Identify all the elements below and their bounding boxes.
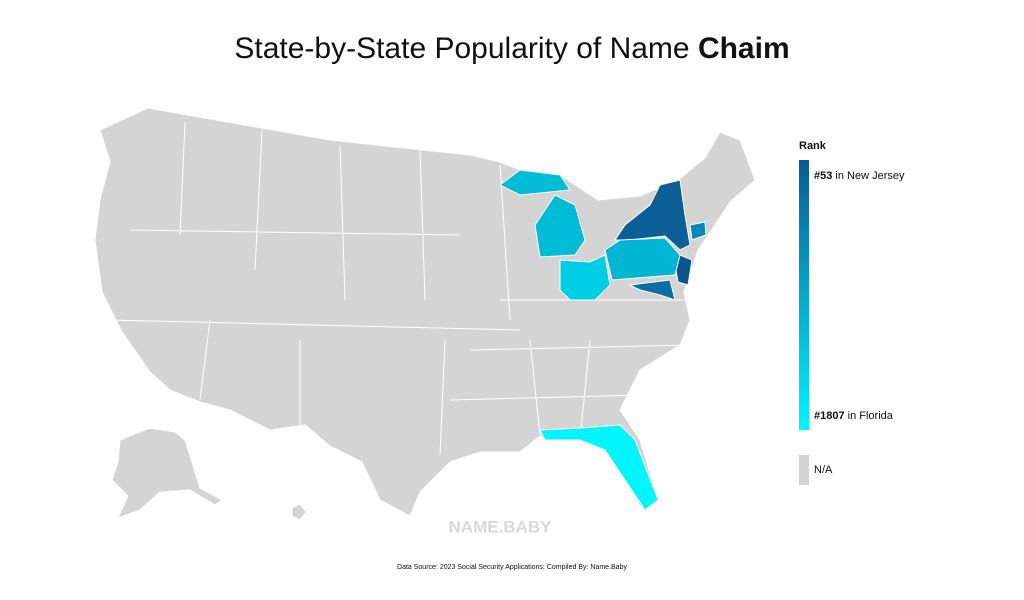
hawaii [291, 503, 307, 521]
us-map [94, 107, 756, 521]
state-region [689, 221, 707, 241]
legend-title: Rank [799, 140, 827, 152]
legend-na-swatch [799, 455, 809, 485]
title: State-by-State Popularity of Name Chaim [234, 32, 789, 65]
state-borders [109, 121, 700, 456]
watermark: NAME.BABY [449, 517, 553, 536]
state-region [614, 179, 691, 251]
state-region [604, 237, 681, 281]
highlighted-states [499, 169, 707, 511]
legend-bottom: #1807 in Florida [814, 410, 894, 422]
state-region [499, 169, 571, 196]
legend-bottom-rank: #1807 [814, 410, 845, 422]
state-region [628, 279, 676, 301]
legend-na-label: N/A [814, 464, 833, 476]
source-note: Data Source: 2023 Social Security Applic… [397, 564, 627, 571]
legend: Rank #53 in New Jersey #1807 in Florida … [799, 140, 905, 485]
state-region [534, 194, 586, 258]
alaska [111, 427, 223, 519]
legend-top-place: in New Jersey [835, 170, 905, 182]
legend-gradient [799, 160, 809, 430]
title-name: Chaim [698, 32, 790, 65]
legend-top: #53 in New Jersey [814, 170, 905, 182]
legend-bottom-place: in Florida [848, 410, 894, 422]
state-region [539, 424, 659, 511]
title-text: State-by-State Popularity of Name [234, 32, 689, 65]
legend-top-rank: #53 [814, 170, 832, 182]
border [109, 121, 700, 456]
lower-48 [94, 107, 756, 517]
state-region [559, 254, 611, 301]
